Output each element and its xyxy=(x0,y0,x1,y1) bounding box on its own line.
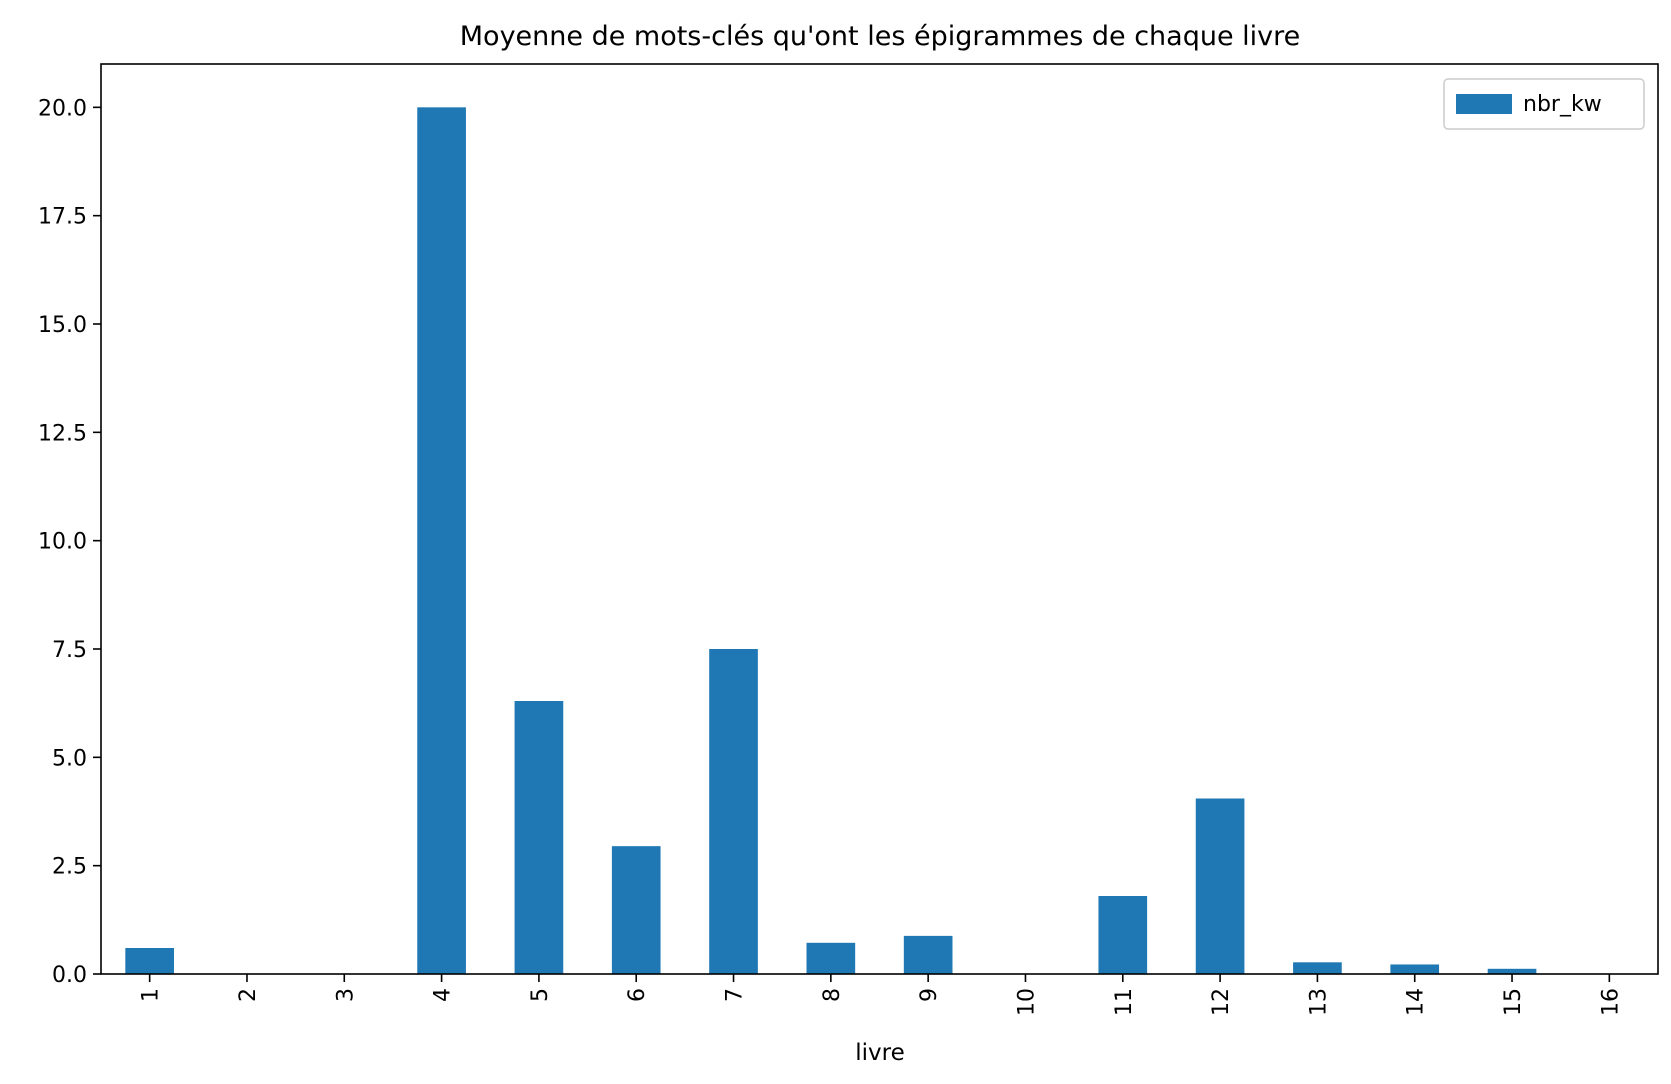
y-tick-label: 12.5 xyxy=(38,421,87,446)
bar-15 xyxy=(1487,968,1537,974)
x-axis: 1 2 3 4 5 6 7 8 9 10 11 12 13 14 15 16 xyxy=(139,974,1623,1016)
axes-frame xyxy=(100,63,1659,975)
x-tick-label: 16 xyxy=(1598,988,1623,1016)
x-tick-label: 9 xyxy=(917,988,942,1002)
chart-title: Moyenne de mots-clés qu'ont les épigramm… xyxy=(460,21,1301,52)
x-tick-label: 12 xyxy=(1209,988,1234,1016)
bar-5 xyxy=(514,701,564,974)
y-tick-label: 0.0 xyxy=(52,963,87,988)
bar-11 xyxy=(1098,896,1148,974)
y-axis: 0.0 2.5 5.0 7.5 10.0 12.5 15.0 17.5 20.0 xyxy=(38,96,101,988)
x-tick-label: 6 xyxy=(625,988,650,1002)
x-tick-label: 4 xyxy=(431,988,456,1002)
y-tick-label: 17.5 xyxy=(38,205,87,230)
x-tick-label: 2 xyxy=(236,988,261,1002)
legend-label: nbr_kw xyxy=(1523,92,1602,117)
bar-13 xyxy=(1293,962,1342,974)
bar-14 xyxy=(1390,964,1440,974)
y-tick-label: 5.0 xyxy=(52,746,87,771)
x-tick-label: 7 xyxy=(723,988,748,1002)
x-tick-label: 14 xyxy=(1404,988,1429,1016)
bar-9 xyxy=(903,935,953,974)
y-tick-label: 20.0 xyxy=(38,96,87,121)
legend-box xyxy=(1443,78,1645,130)
x-tick-label: 15 xyxy=(1501,988,1526,1016)
bar-4 xyxy=(417,107,466,974)
bar-8 xyxy=(806,942,856,974)
x-tick-label: 8 xyxy=(820,988,845,1002)
x-axis-label: livre xyxy=(855,1040,905,1066)
x-tick-label: 10 xyxy=(1014,988,1039,1016)
x-tick-label: 1 xyxy=(139,988,164,1002)
x-tick-label: 13 xyxy=(1306,988,1331,1016)
bar-7 xyxy=(709,649,758,974)
x-tick-label: 5 xyxy=(528,988,553,1002)
y-tick-label: 7.5 xyxy=(52,638,87,663)
x-tick-label: 3 xyxy=(333,988,358,1002)
legend-swatch xyxy=(1456,94,1512,114)
bar-6 xyxy=(611,846,661,974)
y-tick-label: 2.5 xyxy=(52,855,87,880)
y-tick-label: 15.0 xyxy=(38,313,87,338)
x-tick-label: 11 xyxy=(1112,988,1137,1016)
bar-1 xyxy=(125,948,174,974)
plot-area xyxy=(125,107,1537,974)
legend: nbr_kw xyxy=(1443,78,1645,130)
bar-12 xyxy=(1195,798,1245,974)
y-tick-label: 10.0 xyxy=(38,530,87,555)
